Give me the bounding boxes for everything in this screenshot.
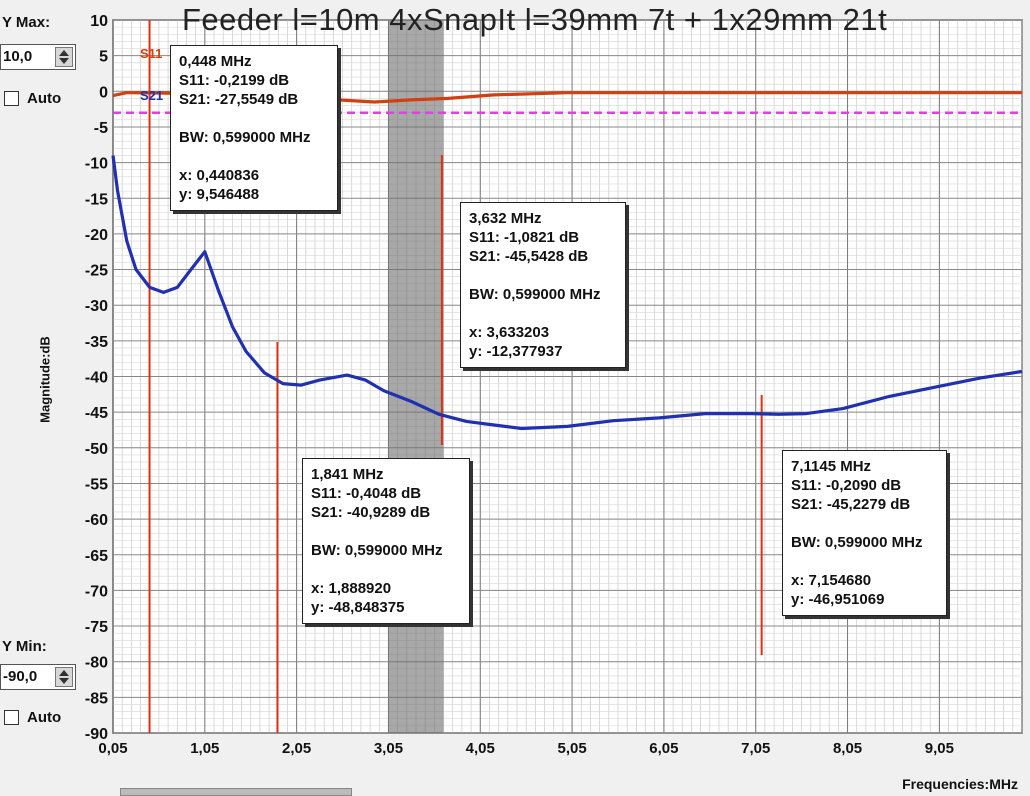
x-tick-label: 9,05 (925, 740, 954, 757)
marker-cursor-y: y: -12,377937 (469, 343, 563, 360)
marker-s11: S11: -0,2199 dB (179, 72, 290, 89)
x-tick-label: 7,05 (741, 740, 770, 757)
y-axis-title: Magnitude:dB (37, 336, 53, 423)
up-arrow-icon (59, 670, 69, 676)
marker-lines (148, 20, 763, 733)
down-arrow-icon (59, 678, 69, 684)
y-tick-label: 10 (90, 13, 108, 30)
marker-readout-1[interactable]: 0,448 MHz S11: -0,2199 dB S21: -27,5549 … (170, 45, 338, 211)
marker-s21: S21: -40,9289 dB (311, 504, 431, 521)
marker-readout-2[interactable]: 1,841 MHz S11: -0,4048 dB S21: -40,9289 … (302, 458, 470, 624)
up-arrow-icon (59, 50, 69, 56)
y-tick-label: -50 (85, 441, 108, 458)
marker-s21: S21: -45,2279 dB (791, 496, 911, 513)
y-tick-label: -20 (85, 227, 108, 244)
marker-cursor-x: x: 0,440836 (179, 167, 260, 184)
marker-bandwidth: BW: 0,599000 MHz (469, 286, 601, 303)
legend-s21: S21 (140, 88, 163, 103)
marker-frequency: 0,448 MHz (179, 53, 252, 70)
chart-title: Feeder l=10m 4xSnapIt l=39mm 7t + 1x29mm… (182, 2, 888, 37)
x-tick-label: 8,05 (833, 740, 862, 757)
marker-readout-4[interactable]: 7,1145 MHz S11: -0,2090 dB S21: -45,2279… (782, 450, 947, 616)
band-layer (388, 20, 444, 733)
y-tick-label: -55 (85, 476, 108, 493)
marker-cursor-y: y: -48,848375 (311, 599, 405, 616)
marker-cursor-x: x: 3,633203 (469, 324, 550, 341)
y-tick-label: -75 (85, 619, 108, 636)
ymin-label: Y Min: (2, 638, 47, 655)
horizontal-scrollbar[interactable] (120, 788, 352, 796)
ymax-spin-button[interactable] (55, 47, 73, 67)
y-tick-label: -35 (85, 334, 108, 351)
x-tick-label: 4,05 (466, 740, 495, 757)
ymax-label: Y Max: (2, 14, 51, 31)
x-tick-label: 2,05 (282, 740, 311, 757)
marker-frequency: 7,1145 MHz (791, 458, 872, 475)
marker-s21: S21: -45,5428 dB (469, 248, 589, 265)
ymax-value: 10,0 (3, 48, 33, 65)
marker-bandwidth: BW: 0,599000 MHz (791, 534, 923, 551)
x-tick-label: 0,05 (98, 740, 127, 757)
ymin-spinbox[interactable]: -90,0 (0, 664, 76, 690)
marker-readout-3[interactable]: 3,632 MHz S11: -1,0821 dB S21: -45,5428 … (460, 202, 626, 368)
y-tick-label: -15 (85, 191, 108, 208)
tick-labels: 10 5 0 -5 -10 -15 -20 -25 -30 -35 -40 -45 -50 -55 -60 -… (85, 13, 954, 757)
marker-cursor-y: y: 9,546488 (179, 186, 260, 203)
y-tick-label: -40 (85, 370, 108, 387)
y-tick-label: -85 (85, 690, 108, 707)
y-tick-label: -65 (85, 548, 108, 565)
y-tick-label: -10 (85, 156, 108, 173)
y-tick-label: -90 (85, 726, 108, 743)
x-tick-label: 1,05 (190, 740, 219, 757)
y-tick-label: -80 (85, 655, 108, 672)
ymin-auto-label: Auto (27, 709, 62, 726)
checkbox-icon (4, 91, 19, 106)
marker-s11: S11: -0,2090 dB (791, 477, 902, 494)
marker-bandwidth: BW: 0,599000 MHz (311, 542, 443, 559)
marker-frequency: 3,632 MHz (469, 210, 542, 227)
marker-cursor-y: y: -46,951069 (791, 591, 885, 608)
y-tick-label: -30 (85, 298, 108, 315)
marker-cursor-x: x: 1,888920 (311, 580, 392, 597)
legend-s11: S11 (140, 46, 162, 61)
y-tick-label: -5 (94, 120, 108, 137)
checkbox-icon (4, 710, 19, 725)
x-tick-label: 5,05 (557, 740, 586, 757)
y-tick-label: -70 (85, 583, 108, 600)
y-tick-label: -45 (85, 405, 108, 422)
y-tick-label: 0 (99, 84, 108, 101)
marker-s21: S21: -27,5549 dB (179, 91, 299, 108)
marker-cursor-x: x: 7,154680 (791, 572, 872, 589)
ymin-value: -90,0 (3, 668, 38, 685)
down-arrow-icon (59, 58, 69, 64)
x-axis-title: Frequencies:MHz (902, 776, 1018, 792)
marker-s11: S11: -1,0821 dB (469, 229, 580, 246)
y-tick-label: -60 (85, 512, 108, 529)
selection-band (388, 20, 444, 733)
ymin-spin-button[interactable] (55, 667, 73, 687)
x-tick-label: 3,05 (374, 740, 403, 757)
ymax-auto-label: Auto (27, 90, 62, 107)
marker-s11: S11: -0,4048 dB (311, 485, 422, 502)
y-tick-label: -25 (85, 263, 108, 280)
x-tick-label: 6,05 (649, 740, 678, 757)
series-legend: S11 S21 (140, 46, 163, 103)
ymax-auto-checkbox[interactable]: Auto (4, 90, 61, 107)
marker-frequency: 1,841 MHz (311, 466, 384, 483)
marker-bandwidth: BW: 0,599000 MHz (179, 129, 311, 146)
y-tick-label: 5 (99, 49, 108, 66)
ymax-spinbox[interactable]: 10,0 (0, 44, 76, 70)
series-line-s21 (111, 155, 1023, 431)
ymin-auto-checkbox[interactable]: Auto (4, 709, 61, 726)
